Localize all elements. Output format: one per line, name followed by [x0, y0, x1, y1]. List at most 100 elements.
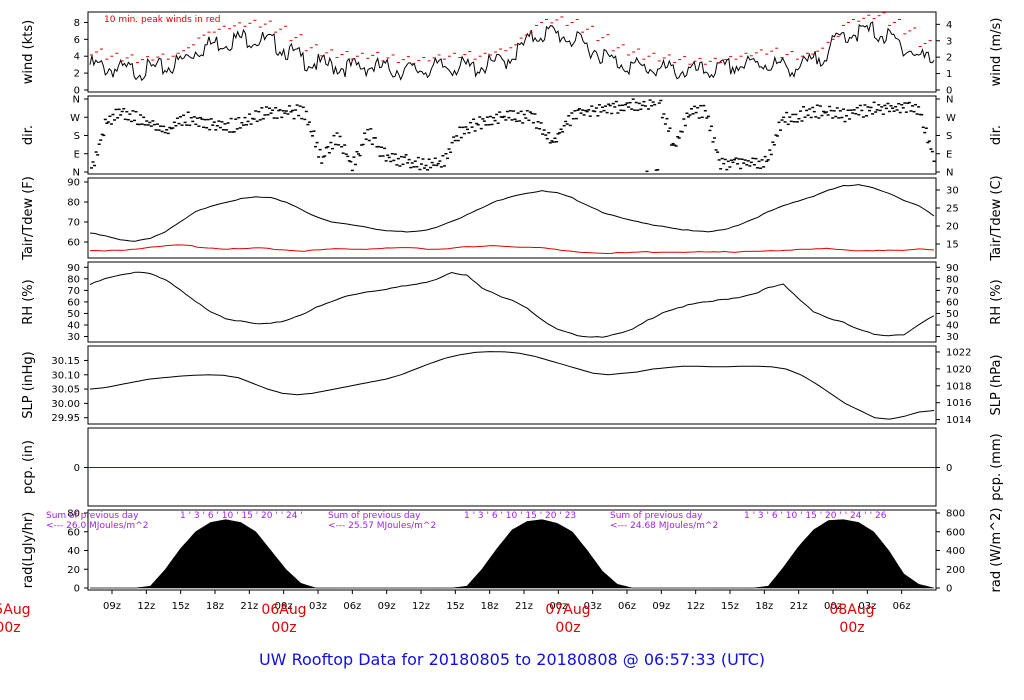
ytick-right-label: 90 — [946, 263, 959, 274]
ytick-right-label: 400 — [946, 546, 965, 557]
wind-annotation: 10 min. peak winds in red — [104, 15, 221, 25]
panel-frame — [87, 345, 937, 425]
ytick-right-label: 80 — [946, 274, 959, 285]
ytick-right-label: 25 — [946, 204, 959, 215]
xtick-label: 12z — [687, 601, 705, 612]
xtick-label: 21z — [515, 601, 533, 612]
xtick-label: 06z — [343, 601, 361, 612]
panel-rad: rad(Lgly/hr) rad (W/m^2)02040608002004006… — [21, 508, 1004, 595]
xtick-label: 06z — [893, 601, 911, 612]
day-time-label: 00z — [0, 620, 21, 636]
ytick-right-label: 1018 — [946, 381, 971, 392]
xtick-label: 00z — [549, 601, 567, 612]
temp-series-line-1 — [89, 244, 935, 255]
ylabel-right: SLP (hPa) — [989, 354, 1004, 415]
ylabel-left: dir. — [21, 125, 36, 145]
ytick-right-label: 1016 — [946, 398, 971, 409]
ytick-right-label: 2 — [946, 53, 952, 64]
ylabel-right: RH (%) — [989, 279, 1004, 324]
day-label: 05Aug — [0, 602, 31, 618]
ytick-right-label: 0 — [946, 584, 952, 595]
rad-annotation-hours: 1 ' 3 ' 6 ' 10 ' 15 ' 20 ' 23 — [464, 511, 576, 521]
xtick-label: 06z — [618, 601, 636, 612]
panel-frame — [87, 261, 937, 343]
ytick-left-label: 0 — [74, 86, 80, 97]
ytick-left-label: 4 — [74, 52, 80, 63]
ytick-left-label: 30.00 — [51, 399, 80, 410]
rad-annotation-hours: 1 ' 3 ' 6 ' 10 ' 15 ' 20 ' ' 24 ' — [180, 511, 303, 521]
ytick-right-label: W — [946, 113, 956, 124]
ytick-left-label: 40 — [67, 546, 80, 557]
ylabel-right: pcp. (mm) — [989, 433, 1004, 500]
ytick-left-label: 0 — [74, 584, 80, 595]
rad-annotation-line2: <--- 26.0 MJoules/m^2 — [46, 521, 148, 531]
ytick-right-label: 200 — [946, 565, 965, 576]
ytick-right-label: 800 — [946, 509, 965, 520]
ytick-left-label: N — [73, 168, 80, 179]
ylabel-right: dir. — [989, 125, 1004, 145]
xtick-label: 15z — [721, 601, 739, 612]
ytick-left-label: 29.95 — [51, 413, 80, 424]
ylabel-right: rad (W/m^2) — [989, 508, 1004, 593]
xtick-label: 15z — [172, 601, 190, 612]
day-label: 08Aug — [829, 602, 874, 618]
rad-annotation-line1: Sum of previous day — [610, 511, 703, 521]
panel-frame — [87, 11, 937, 93]
ylabel-right: wind (m/s) — [989, 18, 1004, 87]
ytick-right-label: 30 — [946, 332, 959, 343]
ytick-right-label: 20 — [946, 222, 959, 233]
ytick-left-label: 60 — [67, 527, 80, 538]
xtick-label: 09z — [103, 601, 121, 612]
rad-annotation-line1: Sum of previous day — [46, 511, 139, 521]
temp-series-line-0 — [89, 184, 935, 242]
ytick-left-label: 60 — [67, 297, 80, 308]
panel-pcp: pcp. (in) pcp. (mm) 0 0 — [21, 427, 1004, 507]
ytick-left-label: 40 — [67, 321, 80, 332]
rad-annotation-line2: <--- 25.57 MJoules/m^2 — [328, 521, 436, 531]
xtick-label: 03z — [584, 601, 602, 612]
ytick-right-label: 4 — [946, 20, 952, 31]
ytick-right-label: S — [946, 131, 952, 142]
xtick-label: 21z — [240, 601, 258, 612]
rad-annotation-line2: <--- 24.68 MJoules/m^2 — [610, 521, 718, 531]
slp-series-line-0 — [89, 351, 935, 420]
xtick-label: 03z — [858, 601, 876, 612]
xtick-label: 00z — [824, 601, 842, 612]
xtick-label: 18z — [206, 601, 224, 612]
xtick-label: 12z — [412, 601, 430, 612]
ytick-right-label: 60 — [946, 297, 959, 308]
rad-annotation-hours: 1 ' 3 ' 6 ' 10 ' 15 ' 20 ' ' 24 ' ' 26 — [744, 511, 887, 521]
ytick-left-label: 90 — [67, 178, 80, 189]
ytick-left-label: 8 — [74, 18, 80, 29]
day-label: 06Aug — [261, 602, 306, 618]
ytick-right-label: 1014 — [946, 415, 971, 426]
ytick-left-label: 0 — [74, 463, 80, 474]
ytick-right-label: N — [946, 95, 953, 106]
ytick-right-label: 1 — [946, 69, 952, 80]
ylabel-left: rad(Lgly/hr) — [21, 512, 36, 588]
ytick-left-label: 80 — [67, 509, 80, 520]
ytick-right-label: 70 — [946, 286, 959, 297]
ylabel-left: RH (%) — [21, 279, 36, 324]
day-time-label: 00z — [839, 620, 864, 636]
ytick-right-label: 40 — [946, 321, 959, 332]
ytick-left-label: 30 — [67, 332, 80, 343]
wind-series-line-0 — [89, 21, 935, 82]
ylabel-left: SLP (inHg) — [21, 351, 36, 419]
ytick-right-label: 600 — [946, 527, 965, 538]
ytick-left-label: 30.05 — [51, 385, 80, 396]
ytick-right-label: E — [946, 149, 952, 160]
day-time-label: 00z — [555, 620, 580, 636]
xtick-label: 12z — [137, 601, 155, 612]
ylabel-left: Tair/Tdew (F) — [21, 176, 36, 261]
ytick-left-label: 90 — [67, 263, 80, 274]
ytick-left-label: 30.10 — [51, 370, 80, 381]
ytick-right-label: 3 — [946, 36, 952, 47]
ytick-left-label: 60 — [67, 238, 80, 249]
ytick-right-label: N — [946, 168, 953, 179]
ytick-left-label: N — [73, 95, 80, 106]
rh-series-line-0 — [89, 271, 935, 338]
